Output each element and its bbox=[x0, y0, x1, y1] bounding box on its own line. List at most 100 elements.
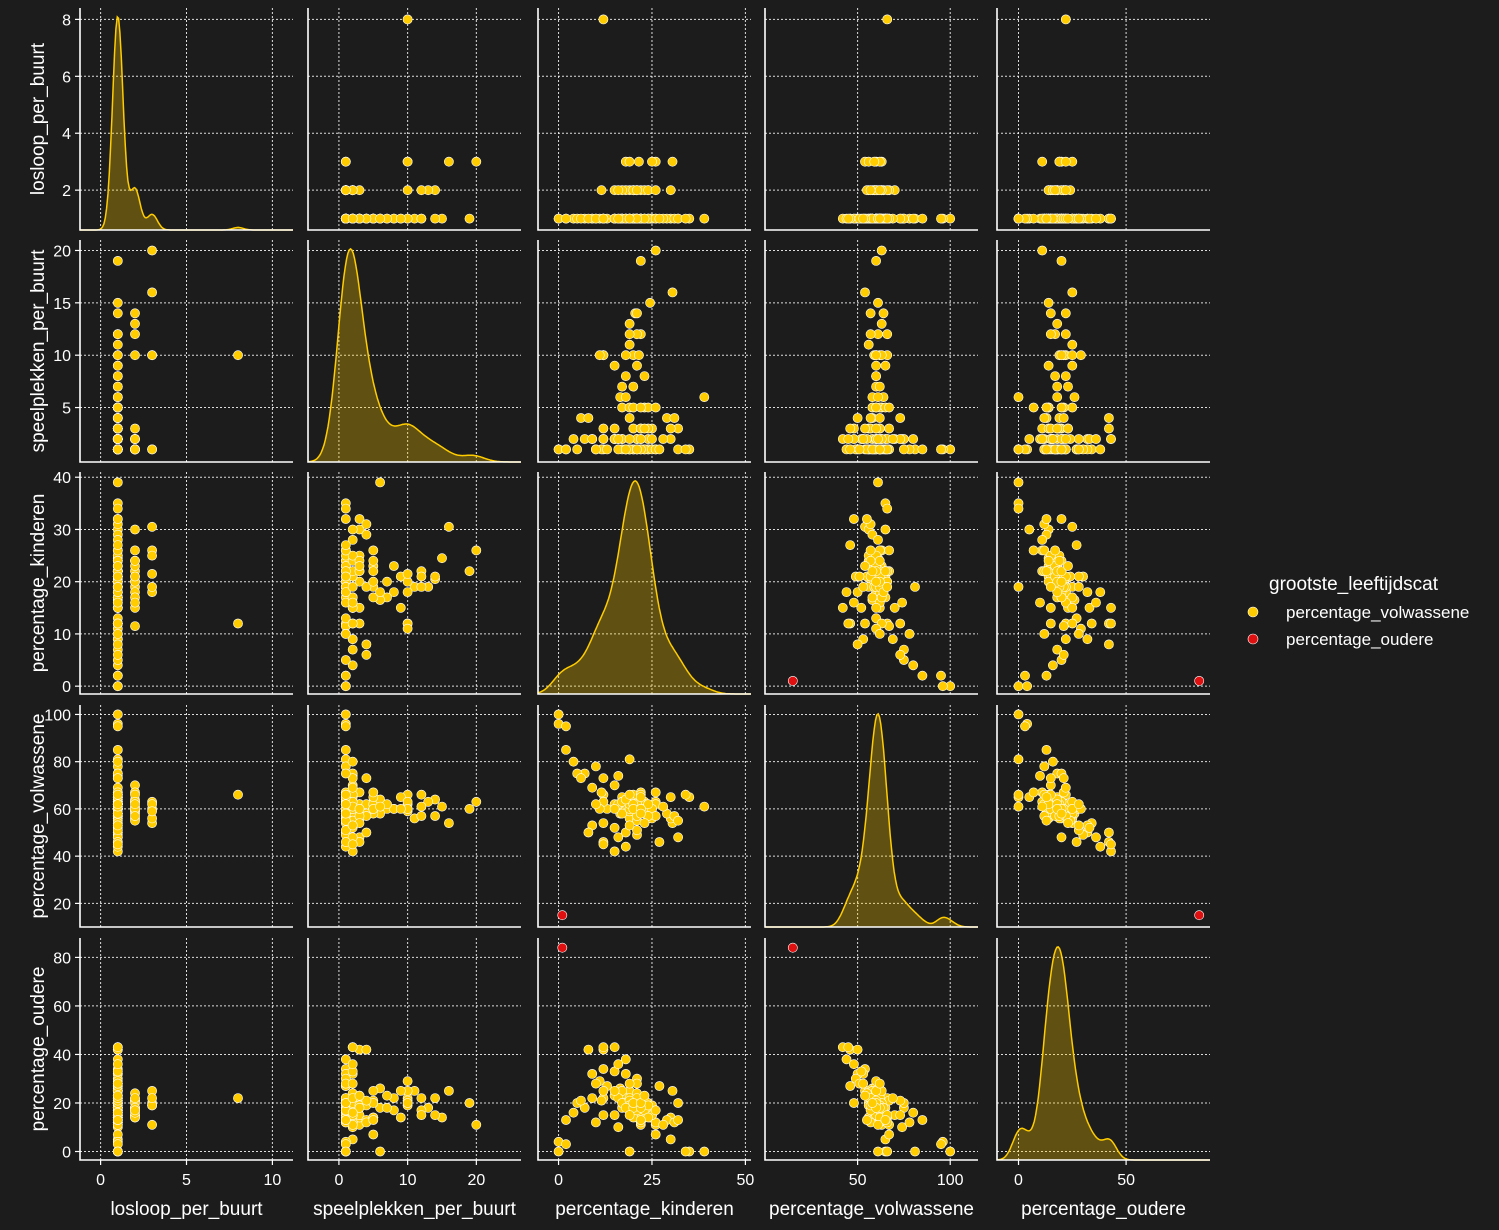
x-tick-label: 10 bbox=[399, 1172, 417, 1189]
scatter-point bbox=[1058, 621, 1069, 631]
scatter-point bbox=[443, 1086, 454, 1096]
scatter-point bbox=[1060, 156, 1071, 167]
scatter-point bbox=[654, 444, 665, 455]
scatter-point bbox=[665, 423, 676, 434]
scatter-point bbox=[869, 156, 880, 167]
scatter-point bbox=[1067, 287, 1078, 298]
axis-spine bbox=[79, 240, 293, 463]
kde-area bbox=[765, 713, 978, 927]
scatter-point bbox=[620, 1069, 631, 1079]
scatter-point bbox=[895, 1110, 906, 1120]
scatter-point bbox=[443, 818, 454, 828]
scatter-point bbox=[596, 185, 607, 196]
scatter-point bbox=[591, 799, 601, 810]
scatter-point bbox=[340, 745, 351, 755]
scatter-point bbox=[1091, 832, 1101, 843]
scatter-point bbox=[624, 1078, 635, 1089]
scatter-point bbox=[873, 1119, 883, 1130]
scatter-point bbox=[112, 423, 123, 434]
scatter-point bbox=[598, 423, 609, 434]
scatter-point bbox=[147, 350, 157, 361]
y-tick-label: 0 bbox=[62, 679, 71, 696]
scatter-point bbox=[871, 576, 881, 587]
x-tick-label: 20 bbox=[467, 1172, 485, 1189]
scatter-point bbox=[233, 1093, 243, 1103]
scatter-point bbox=[1067, 602, 1078, 613]
scatter-point bbox=[112, 709, 123, 720]
scatter-point bbox=[347, 582, 358, 592]
scatter-point bbox=[112, 444, 123, 455]
legend: grootste_leeftijdscat percentage_volwasse… bbox=[1247, 574, 1469, 649]
scatter-point bbox=[375, 477, 385, 488]
scatter-point bbox=[130, 350, 140, 361]
scatter-point bbox=[1037, 156, 1048, 167]
scatter-point bbox=[609, 780, 620, 791]
panel-percentage_oudere-vs-percentage_volwassene bbox=[764, 938, 978, 1161]
scatter-point bbox=[624, 413, 635, 423]
scatter-point bbox=[395, 602, 406, 613]
scatter-point bbox=[561, 721, 571, 732]
scatter-point bbox=[233, 618, 243, 629]
scatter-point bbox=[1039, 761, 1050, 772]
scatter-point bbox=[112, 820, 123, 831]
scatter-point bbox=[347, 820, 358, 831]
scatter-point bbox=[416, 571, 427, 582]
scatter-point bbox=[843, 618, 854, 629]
scatter-point bbox=[340, 655, 351, 665]
scatter-point bbox=[620, 350, 631, 361]
scatter-point bbox=[1073, 629, 1084, 639]
scatter-point bbox=[1045, 773, 1056, 784]
scatter-point bbox=[340, 789, 351, 800]
scatter-point bbox=[609, 1110, 620, 1120]
scatter-point bbox=[632, 444, 642, 455]
scatter-point bbox=[632, 360, 642, 371]
axis-spine bbox=[307, 240, 521, 463]
scatter-point bbox=[874, 185, 885, 196]
scatter-point bbox=[849, 597, 859, 608]
scatter-point bbox=[340, 1146, 351, 1157]
scatter-point bbox=[112, 670, 123, 681]
scatter-point bbox=[112, 392, 123, 402]
y-tick-label: 80 bbox=[53, 755, 71, 772]
scatter-point bbox=[860, 287, 870, 298]
x-tick-label: 25 bbox=[643, 1172, 661, 1189]
scatter-point bbox=[130, 621, 140, 631]
scatter-point bbox=[635, 808, 646, 819]
y-tick-label: 10 bbox=[53, 627, 71, 644]
scatter-point bbox=[904, 1117, 915, 1128]
scatter-point bbox=[1084, 822, 1095, 833]
scatter-point bbox=[845, 444, 856, 455]
scatter-point bbox=[639, 818, 650, 828]
scatter-point bbox=[1052, 318, 1063, 329]
scatter-point bbox=[908, 660, 919, 671]
scatter-point bbox=[1104, 827, 1114, 838]
scatter-point bbox=[1067, 618, 1078, 629]
scatter-point bbox=[1052, 644, 1063, 655]
scatter-point bbox=[402, 587, 413, 597]
scatter-point bbox=[388, 561, 399, 571]
scatter-point bbox=[665, 792, 676, 802]
scatter-point bbox=[402, 14, 413, 25]
scatter-point bbox=[112, 1090, 123, 1101]
axis-spine bbox=[307, 705, 521, 928]
scatter-point bbox=[557, 910, 568, 921]
scatter-point bbox=[395, 213, 406, 224]
panel-speelplekken_per_buurt-vs-losloop_per_buurt bbox=[79, 240, 293, 463]
scatter-point bbox=[873, 392, 883, 402]
scatter-point bbox=[347, 597, 358, 608]
scatter-point bbox=[1056, 832, 1067, 843]
legend-marker bbox=[1247, 606, 1259, 618]
scatter-point bbox=[112, 381, 123, 392]
scatter-point bbox=[852, 413, 863, 423]
y-tick-label: 0 bbox=[62, 1145, 71, 1162]
scatter-point bbox=[1013, 392, 1024, 402]
scatter-point bbox=[395, 1086, 406, 1096]
scatter-point bbox=[1013, 582, 1024, 592]
scatter-point bbox=[658, 1119, 669, 1130]
scatter-point bbox=[874, 555, 885, 566]
scatter-point bbox=[112, 360, 123, 371]
scatter-point bbox=[908, 434, 919, 444]
scatter-point bbox=[112, 1115, 123, 1125]
scatter-point bbox=[639, 423, 650, 434]
scatter-point bbox=[375, 587, 385, 597]
